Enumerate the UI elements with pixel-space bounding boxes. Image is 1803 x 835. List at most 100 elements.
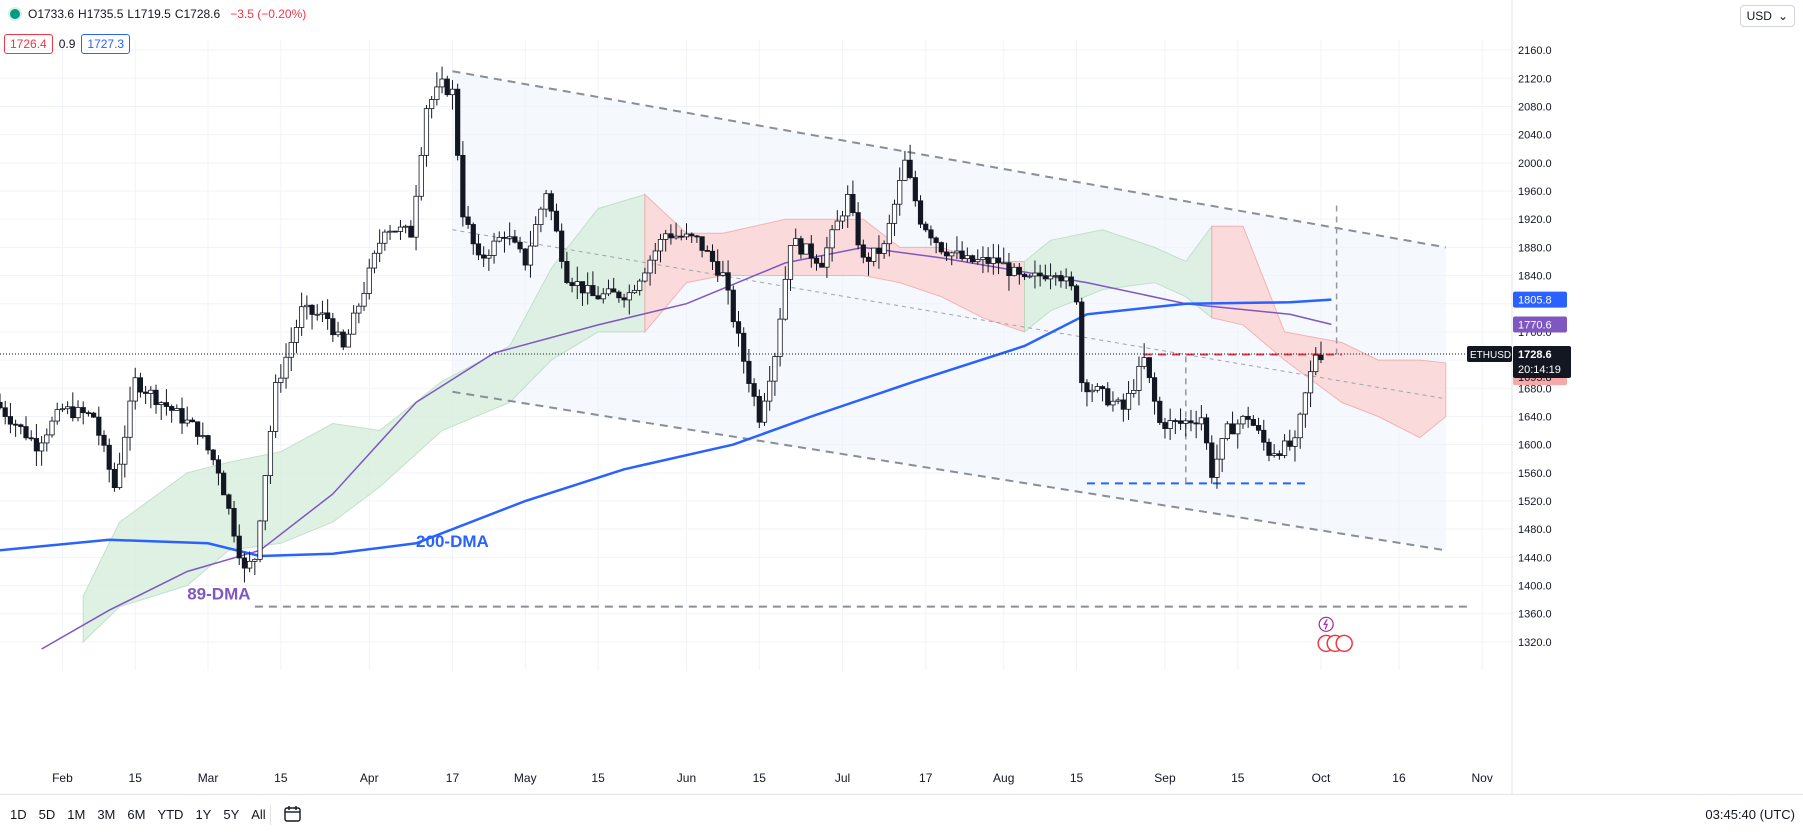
candle-down	[236, 535, 242, 559]
symbol-tag-label: ETHUSD	[1470, 350, 1511, 361]
candle-down	[226, 494, 232, 509]
candle-up	[1307, 371, 1314, 394]
bid-price[interactable]: 1726.4	[4, 34, 53, 54]
candle	[569, 277, 575, 293]
candle	[678, 229, 684, 241]
candle	[1214, 444, 1220, 489]
candle	[694, 234, 700, 243]
candle	[995, 244, 1002, 275]
bottom-toolbar: 1D 5D 1M 3M 6M YTD 1Y 5Y All 03:45:40 (UTC)	[0, 794, 1803, 835]
calendar-icon[interactable]	[284, 806, 302, 822]
candle	[673, 222, 679, 240]
time-tick: Jul	[835, 771, 850, 785]
candle	[1073, 284, 1080, 305]
candle	[49, 416, 55, 438]
candle	[767, 366, 773, 411]
clock-time[interactable]: 03:45:40 (UTC)	[1705, 807, 1795, 822]
candle	[1016, 262, 1022, 285]
range-all[interactable]: All	[251, 807, 266, 822]
range-1m[interactable]: 1M	[67, 807, 86, 822]
candle	[798, 235, 804, 259]
candle	[507, 222, 513, 246]
candle	[325, 299, 331, 330]
candle-up	[787, 245, 794, 280]
candle	[174, 404, 180, 411]
candle	[153, 384, 159, 414]
candle	[413, 184, 419, 251]
candle-down	[938, 242, 944, 253]
candle	[834, 210, 840, 231]
candle-down	[876, 247, 882, 254]
candle	[330, 312, 336, 342]
candle-down	[1068, 276, 1074, 287]
candle	[408, 220, 414, 238]
candle-down	[616, 291, 622, 299]
candle	[1240, 414, 1246, 429]
candle-down	[221, 472, 227, 496]
candle-down	[715, 261, 721, 276]
range-6m[interactable]: 6M	[127, 807, 146, 822]
candle-up	[533, 224, 539, 247]
price-axis[interactable]: 1320.0 1360.0 1400.0 1440.0 1480.0 1520.0 1560…	[1467, 0, 1571, 794]
last-price-bg	[1513, 346, 1571, 379]
candle-down	[7, 416, 14, 425]
candle-down	[325, 312, 331, 320]
candle-up	[247, 560, 253, 569]
candle-up	[267, 430, 274, 476]
candle	[1105, 382, 1111, 407]
candle-up	[423, 108, 430, 156]
range-5y[interactable]: 5Y	[223, 807, 240, 822]
candle-up	[663, 233, 669, 240]
candle	[579, 281, 586, 306]
time-tick: Sep	[1154, 771, 1176, 785]
range-3m[interactable]: 3M	[97, 807, 116, 822]
time-axis[interactable]: Feb 15 Mar 15 Apr 17 May 15 Jun 15 Jul 17 Aug 15 Sep 15…	[52, 771, 1493, 785]
candle-up	[371, 252, 378, 269]
candle-up	[351, 312, 357, 335]
candle-up	[1224, 423, 1230, 439]
range-1d[interactable]: 1D	[10, 807, 27, 822]
candle-down	[1021, 273, 1028, 278]
plot-area[interactable]: 200-DMA 89-DMA	[0, 40, 1512, 670]
candle-up	[834, 220, 840, 231]
candle-up	[1297, 413, 1303, 439]
currency-selector[interactable]: USD ⌄	[1739, 5, 1795, 27]
candle	[1193, 410, 1199, 439]
candle	[1297, 412, 1303, 449]
candle	[1318, 341, 1324, 364]
candle-up	[637, 280, 643, 291]
ask-price[interactable]: 1727.3	[81, 34, 131, 54]
candle	[548, 190, 554, 221]
price-chart[interactable]: 200-DMA 89-DMA 1320.0 1360.0 1400.0 1440.0 14…	[0, 0, 1803, 794]
range-5d[interactable]: 5D	[38, 807, 56, 822]
range-1y[interactable]: 1Y	[195, 807, 212, 822]
candle-down	[735, 321, 742, 334]
range-ytd[interactable]: YTD	[157, 807, 184, 822]
candle	[44, 428, 50, 452]
dma-89-line	[41, 246, 1332, 650]
candle-up	[631, 289, 638, 294]
candle-down	[1162, 422, 1168, 429]
candle-down	[28, 437, 34, 440]
candle	[543, 189, 549, 218]
candle	[247, 551, 253, 573]
candle	[975, 249, 981, 265]
candle-down	[18, 424, 24, 427]
candle	[491, 232, 497, 264]
candle-up	[507, 236, 513, 239]
candle	[299, 292, 305, 336]
price-badge-label: 1770.6	[1518, 319, 1552, 331]
candle-down	[1006, 262, 1012, 277]
candle	[65, 401, 71, 415]
candle	[538, 206, 544, 233]
candle-down	[1318, 354, 1324, 361]
candle	[1047, 263, 1054, 290]
candle	[392, 230, 398, 233]
candle-up	[293, 327, 300, 343]
candle	[262, 475, 268, 531]
candle-up	[1115, 399, 1121, 402]
candle	[1125, 381, 1132, 421]
price-tick: 1440.0	[1518, 552, 1552, 564]
candle	[1001, 247, 1007, 265]
candle	[824, 236, 830, 278]
